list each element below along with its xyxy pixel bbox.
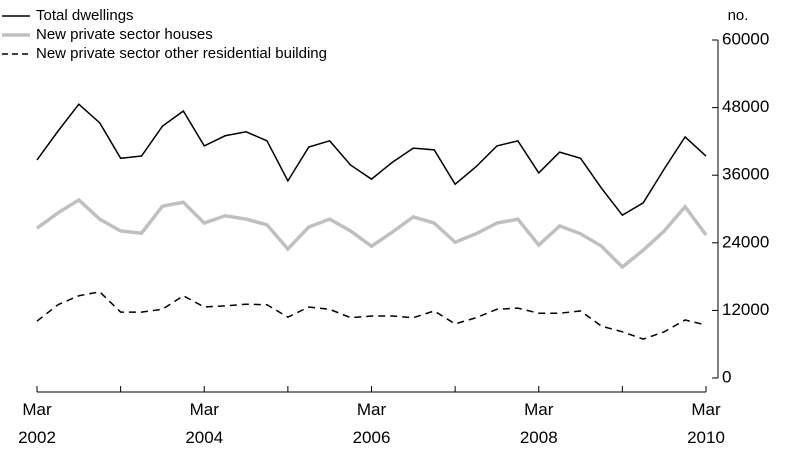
x-tick-label: Mar 2002 [18, 400, 56, 447]
y-tick-label: 36000 [722, 165, 769, 184]
y-tick-label: 24000 [722, 232, 769, 251]
series-line [36, 291, 707, 340]
legend-label: Total dwellings [36, 7, 134, 24]
series-line [35, 197, 708, 270]
y-tick-label: 48000 [722, 97, 769, 116]
y-tick-label: 12000 [722, 300, 769, 319]
y-tick-label: 60000 [722, 29, 769, 48]
y-unit: no. [728, 7, 749, 24]
x-tick-label: Mar 2010 [687, 400, 725, 447]
legend-label: New private sector other residential bui… [36, 45, 327, 62]
legend-label: New private sector houses [36, 26, 213, 43]
series-line [36, 103, 707, 217]
x-tick-label: Mar 2008 [519, 400, 558, 447]
x-tick-label: Mar 2006 [352, 400, 391, 447]
x-tick-label: Mar 2004 [185, 400, 224, 447]
y-tick-label: 0 [722, 367, 731, 386]
